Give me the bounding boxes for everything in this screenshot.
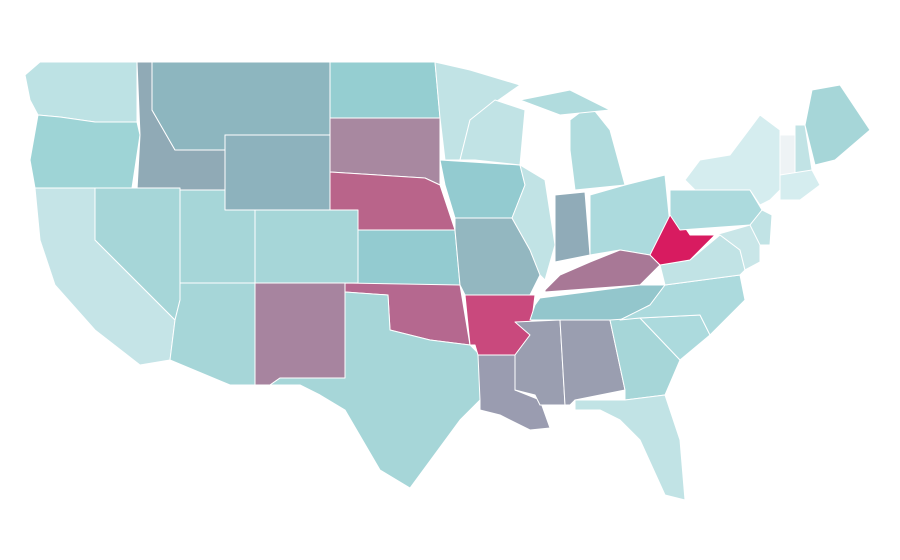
- state: [254, 282, 346, 386]
- state: [511, 164, 556, 281]
- state: [254, 209, 359, 284]
- state: [779, 169, 821, 201]
- state: [804, 84, 871, 166]
- state: [439, 159, 526, 219]
- states: [24, 61, 871, 501]
- state: [554, 191, 591, 263]
- state: [169, 282, 256, 386]
- state: [329, 61, 441, 119]
- state: [669, 189, 763, 231]
- state: [357, 229, 461, 286]
- state: [779, 134, 796, 176]
- state: [574, 394, 686, 501]
- state: [749, 209, 773, 246]
- state: [649, 214, 716, 266]
- state: [29, 114, 141, 189]
- state: [519, 89, 611, 116]
- state: [569, 104, 626, 191]
- state: [269, 291, 481, 489]
- state: [224, 134, 331, 211]
- state: [24, 61, 138, 123]
